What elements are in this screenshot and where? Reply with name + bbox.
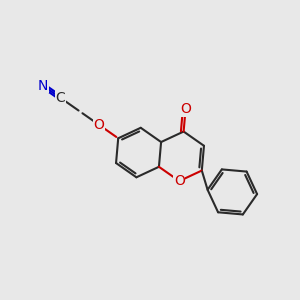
Text: O: O [93, 118, 104, 132]
Text: O: O [174, 174, 185, 188]
Text: O: O [180, 102, 191, 116]
Text: N: N [38, 79, 48, 93]
Text: C: C [55, 91, 65, 105]
